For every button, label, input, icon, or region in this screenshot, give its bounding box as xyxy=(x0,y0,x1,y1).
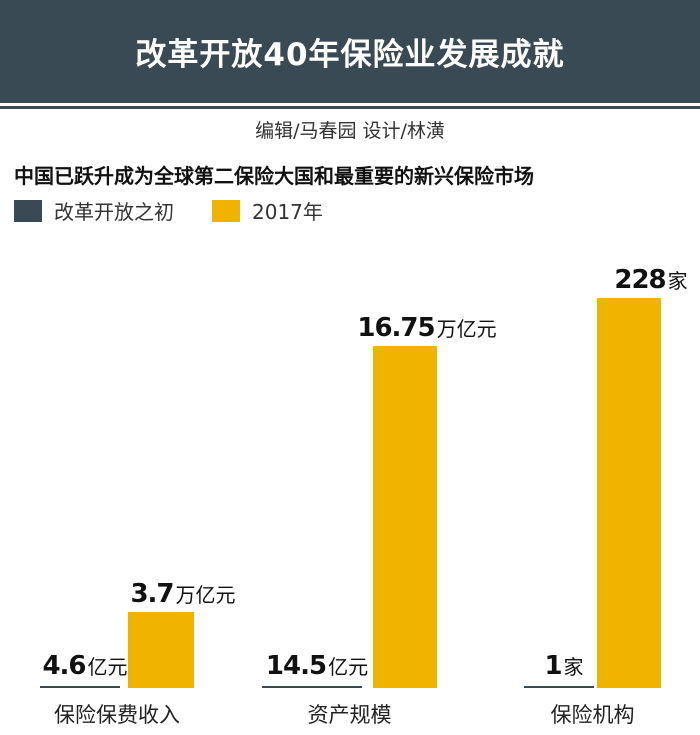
page-title: 改革开放40年保险业发展成就 xyxy=(135,37,565,73)
bar-initial-0 xyxy=(40,686,120,688)
legend-label-2017: 2017年 xyxy=(252,200,323,224)
category-label-1: 资产规模 xyxy=(308,703,392,727)
bar-initial-2 xyxy=(524,686,594,688)
category-label-0: 保险保费收入 xyxy=(54,703,180,727)
credit-line: 编辑/马春园 设计/林潢 xyxy=(255,120,445,142)
chart-subtitle: 中国已跃升成为全球第二保险大国和最重要的新兴保险市场 xyxy=(14,164,534,188)
chart-legend: 改革开放之初 2017年 xyxy=(14,196,361,225)
legend-swatch-initial xyxy=(14,199,42,222)
value-label-2017-2: 228 家 xyxy=(614,265,687,295)
legend-label-initial: 改革开放之初 xyxy=(54,200,174,224)
value-label-initial-1: 14.5 亿元 xyxy=(266,651,368,681)
header-banner: 改革开放40年保险业发展成就 xyxy=(0,0,700,103)
value-label-2017-1: 16.75 万亿元 xyxy=(357,313,496,343)
value-label-initial-0: 4.6 亿元 xyxy=(42,651,127,681)
header-divider xyxy=(0,106,700,109)
legend-swatch-2017 xyxy=(212,199,240,222)
bar-2017-0 xyxy=(128,612,194,688)
legend-item-2017: 2017年 xyxy=(212,196,323,225)
bar-initial-1 xyxy=(262,686,362,688)
bar-2017-2 xyxy=(597,298,661,688)
value-label-2017-0: 3.7 万亿元 xyxy=(130,579,235,609)
bar-2017-1 xyxy=(373,346,437,688)
legend-item-initial: 改革开放之初 xyxy=(14,196,174,225)
category-label-2: 保险机构 xyxy=(551,703,635,727)
